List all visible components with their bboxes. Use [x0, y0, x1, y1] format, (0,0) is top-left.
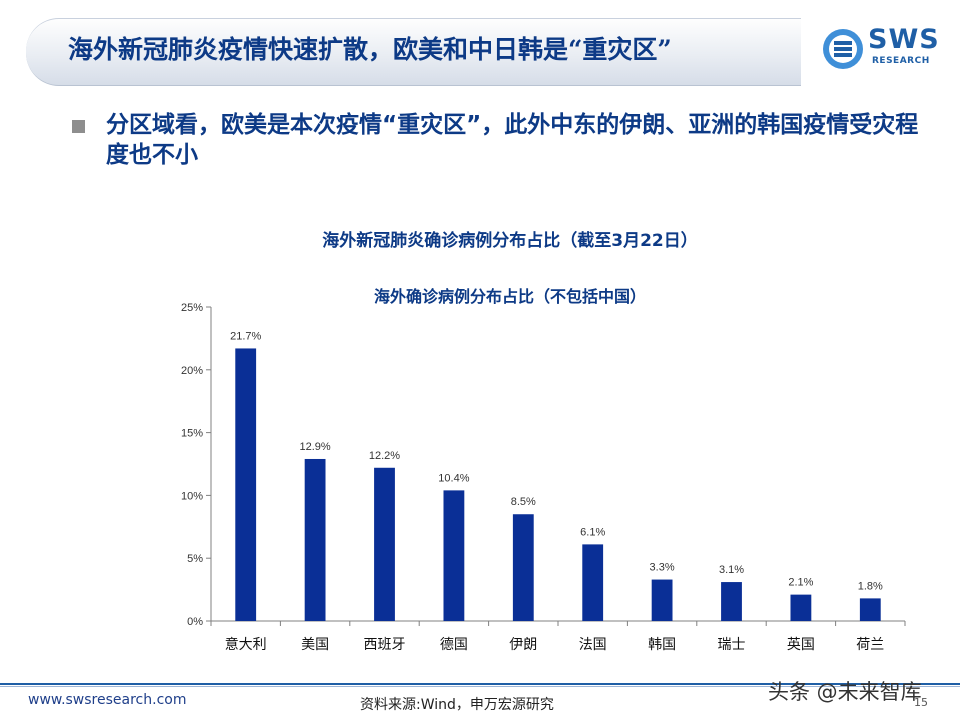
data-label: 2.1%: [788, 577, 813, 589]
x-tick-label: 法国: [579, 637, 607, 653]
x-tick-label: 英国: [787, 636, 815, 653]
title-banner: [26, 18, 801, 86]
footer-divider-thin: [0, 686, 960, 687]
footer-divider: [0, 683, 960, 685]
x-tick-label: 美国: [301, 637, 329, 653]
bar: [721, 582, 742, 621]
chart-title: 海外确诊病例分布占比（不包括中国）: [373, 287, 646, 306]
data-label: 8.5%: [511, 496, 536, 508]
bar: [374, 467, 395, 621]
x-tick-label: 西班牙: [364, 637, 406, 653]
data-label: 3.1%: [719, 564, 744, 576]
page-title: 海外新冠肺炎疫情快速扩散，欧美和中日韩是“重灾区”: [68, 35, 672, 64]
bullet-text: 分区域看，欧美是本次疫情“重灾区”，此外中东的伊朗、亚洲的韩国疫情受灾程度也不小: [106, 112, 919, 168]
bar: [651, 579, 673, 621]
bar: [512, 514, 534, 621]
logo-subtext: RESEARCH: [872, 56, 930, 66]
sws-logo: SWS RESEARCH: [822, 24, 942, 74]
y-tick-label: 10%: [181, 490, 203, 502]
bar: [790, 594, 812, 621]
data-label: 10.4%: [438, 472, 469, 484]
sws-logo-icon: [823, 29, 863, 69]
x-tick-label: 意大利: [225, 636, 267, 653]
data-label: 12.2%: [369, 450, 400, 462]
bar: [304, 458, 326, 621]
x-tick-label: 荷兰: [856, 637, 884, 653]
x-tick-label: 德国: [440, 637, 468, 653]
data-label: 1.8%: [858, 580, 883, 592]
bullet-square-icon: [72, 120, 85, 133]
source-note: 资料来源:Wind，申万宏源研究: [360, 697, 554, 713]
data-label: 3.3%: [650, 562, 675, 574]
chart-heading: 海外新冠肺炎确诊病例分布占比（截至3月22日）: [322, 231, 698, 251]
page-number: 15: [914, 696, 928, 709]
x-tick-label: 伊朗: [509, 637, 537, 653]
x-tick-label: 韩国: [648, 637, 676, 653]
logo-wordmark: SWS: [868, 24, 940, 55]
y-tick-label: 25%: [181, 302, 203, 314]
data-label: 21.7%: [230, 330, 261, 342]
bar: [235, 348, 257, 621]
bar: [443, 490, 465, 621]
bar: [582, 544, 604, 621]
y-tick-label: 0%: [187, 616, 203, 628]
y-tick-label: 5%: [187, 553, 203, 565]
x-tick-label: 瑞士: [718, 637, 746, 653]
y-tick-label: 15%: [181, 428, 203, 440]
y-tick-label: 20%: [181, 365, 203, 377]
footer-url[interactable]: www.swsresearch.com: [28, 692, 187, 708]
watermark: 头条 @未来智库: [768, 680, 922, 704]
bar: [859, 598, 881, 621]
data-label: 12.9%: [299, 441, 330, 453]
data-label: 6.1%: [580, 526, 605, 538]
